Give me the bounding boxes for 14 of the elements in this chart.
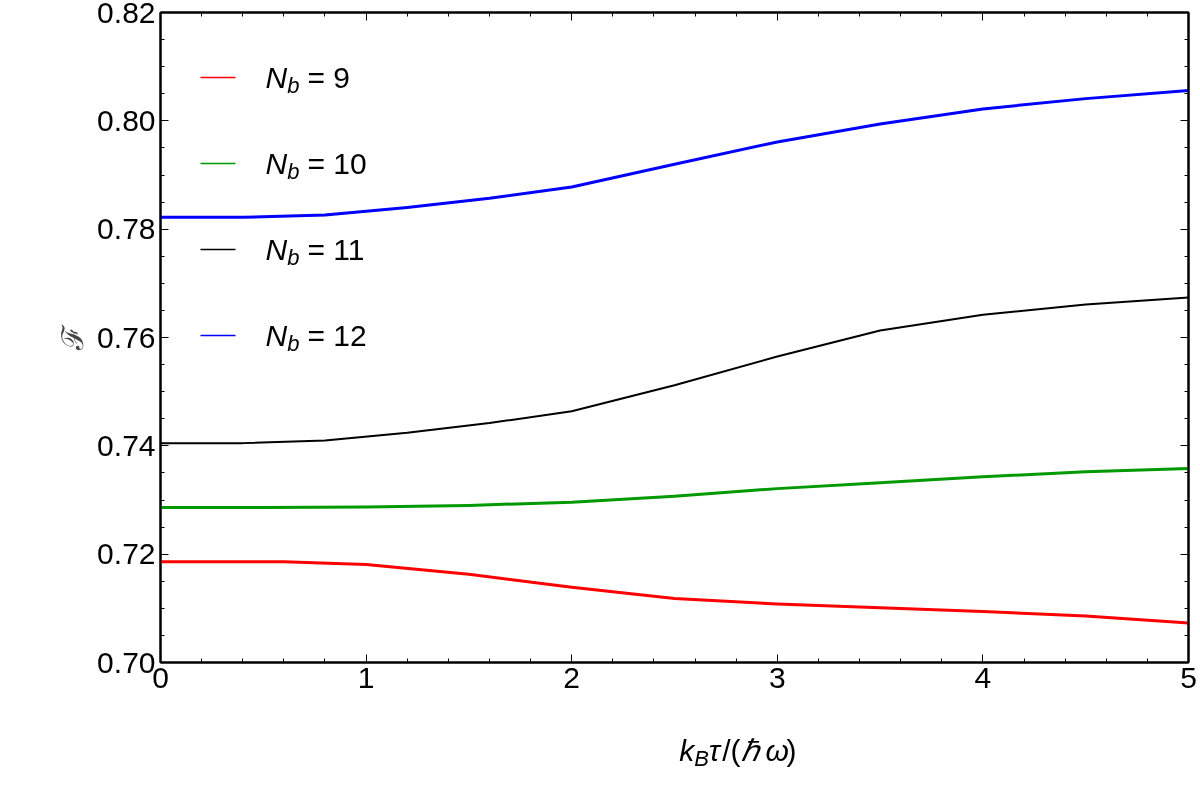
y-tick-label: 0.72 (97, 537, 156, 571)
x-tick-label: 2 (563, 660, 581, 694)
x-tick-label: 5 (1180, 660, 1197, 694)
y-tick-label: 0.82 (97, 0, 156, 29)
y-axis-title: ℱ (56, 324, 90, 351)
y-tick-label: 0.74 (97, 428, 156, 462)
x-tick-label: 4 (974, 660, 992, 694)
y-tick-label: 0.80 (97, 103, 156, 137)
x-tick-label: 3 (768, 660, 786, 694)
line-series (160, 467, 1189, 510)
y-tick-label: 0.78 (97, 212, 156, 246)
line-series (160, 560, 1189, 625)
x-tick-label: 1 (357, 660, 375, 694)
y-tick-label: 0.76 (97, 320, 156, 354)
